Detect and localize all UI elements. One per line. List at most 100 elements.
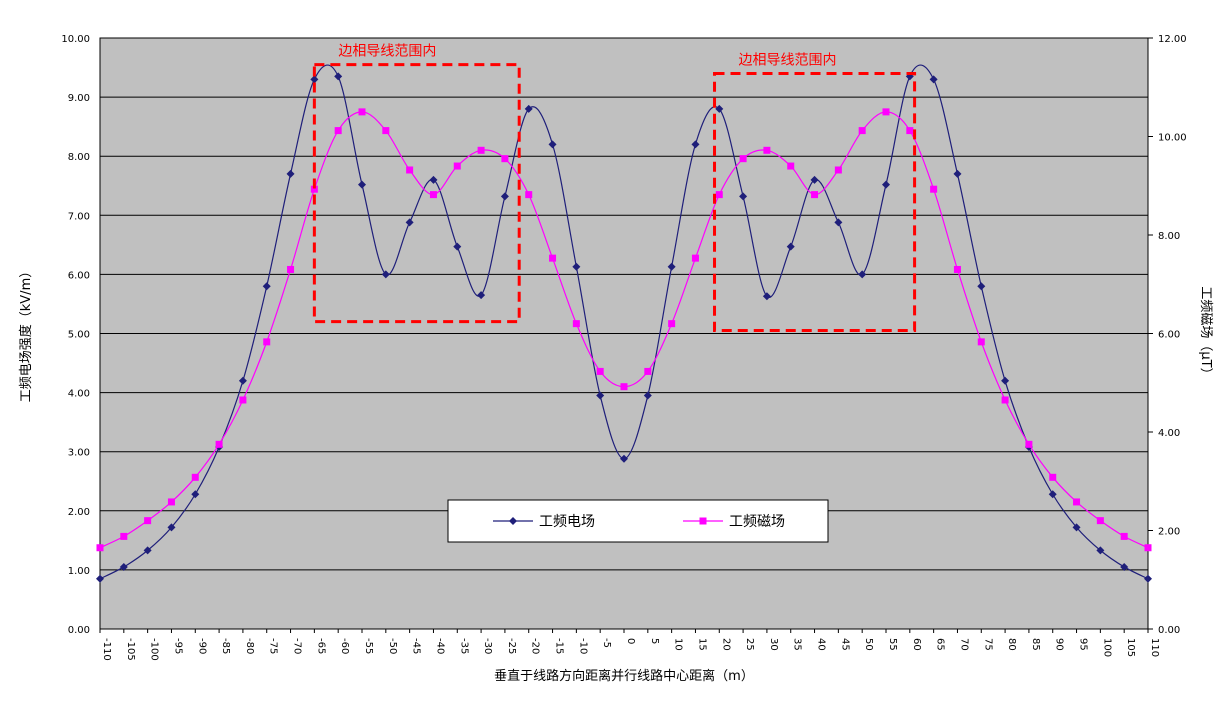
x-tick-label: -75 [268, 638, 279, 654]
y-right-tick-label: 4.00 [1158, 428, 1180, 439]
magnetic-field-point [1049, 474, 1056, 481]
magnetic-field-point [883, 108, 890, 115]
x-tick-label: 80 [1006, 638, 1017, 651]
magnetic-field-point [501, 155, 508, 162]
magnetic-field-point [906, 127, 913, 134]
x-tick-label: -50 [387, 638, 398, 654]
x-tick-label: 25 [744, 638, 755, 651]
y-left-tick-label: 7.00 [68, 211, 90, 222]
y-axis-left-title: 工频电场强度（kV/m） [18, 265, 34, 402]
x-tick-label: 0 [625, 638, 636, 644]
x-axis-title: 垂直于线路方向距离并行线路中心距离（m） [494, 668, 754, 684]
magnetic-field-point [144, 517, 151, 524]
magnetic-field-point [644, 368, 651, 375]
x-tick-label: 30 [768, 638, 779, 651]
magnetic-field-point [168, 498, 175, 505]
x-tick-label: 35 [792, 638, 803, 651]
magnetic-field-point [216, 441, 223, 448]
y-left-tick-label: 1.00 [68, 566, 90, 577]
magnetic-field-point [763, 147, 770, 154]
x-tick-label: 40 [816, 638, 827, 651]
x-tick-label: -65 [315, 638, 326, 654]
x-tick-label: 60 [911, 638, 922, 651]
magnetic-field-point [359, 108, 366, 115]
y-axis-right-title: 工频磁场（μT） [1198, 286, 1213, 380]
magnetic-field-point [954, 266, 961, 273]
magnetic-field-point [1121, 533, 1128, 540]
x-tick-label: -95 [172, 638, 183, 654]
magnetic-field-point [978, 338, 985, 345]
magnetic-field-point [621, 383, 628, 390]
x-tick-label: 90 [1054, 638, 1065, 651]
magnetic-field-point [525, 191, 532, 198]
y-left-tick-label: 2.00 [68, 507, 90, 518]
x-tick-label: -60 [339, 638, 350, 654]
magnetic-field-point [740, 155, 747, 162]
x-tick-label: 70 [958, 638, 969, 651]
magnetic-field-point [382, 127, 389, 134]
y-left-tick-label: 0.00 [68, 625, 90, 636]
magnetic-field-point [239, 396, 246, 403]
y-left-tick-label: 4.00 [68, 389, 90, 400]
magnetic-field-point [1145, 544, 1152, 551]
x-tick-label: 95 [1078, 638, 1089, 651]
x-tick-label: -110 [101, 638, 112, 661]
magnetic-field-point [97, 544, 104, 551]
y-right-tick-label: 12.00 [1158, 34, 1187, 45]
x-tick-label: -90 [196, 638, 207, 654]
magnetic-field-point [811, 191, 818, 198]
magnetic-field-point [1002, 396, 1009, 403]
x-tick-label: -30 [482, 638, 493, 654]
magnetic-field-point [930, 186, 937, 193]
legend-marker [700, 518, 707, 525]
y-right-tick-label: 6.00 [1158, 330, 1180, 341]
legend-label: 工频磁场 [729, 514, 785, 530]
annotation-label: 边相导线范围内 [739, 51, 837, 68]
y-left-tick-label: 8.00 [68, 152, 90, 163]
y-right-tick-label: 8.00 [1158, 231, 1180, 242]
x-tick-label: 10 [673, 638, 684, 651]
magnetic-field-point [597, 368, 604, 375]
y-right-tick-label: 10.00 [1158, 133, 1187, 144]
magnetic-field-point [668, 320, 675, 327]
x-tick-label: 75 [982, 638, 993, 651]
x-tick-label: -70 [292, 638, 303, 654]
x-tick-label: 85 [1030, 638, 1041, 651]
x-tick-label: 20 [720, 638, 731, 651]
y-left-tick-label: 6.00 [68, 270, 90, 281]
magnetic-field-point [1025, 441, 1032, 448]
x-tick-label: -80 [244, 638, 255, 654]
magnetic-field-point [573, 320, 580, 327]
magnetic-field-point [1097, 517, 1104, 524]
magnetic-field-point [430, 191, 437, 198]
magnetic-field-point [692, 255, 699, 262]
x-tick-label: 55 [887, 638, 898, 651]
x-tick-label: -25 [506, 638, 517, 654]
y-left-tick-label: 3.00 [68, 448, 90, 459]
magnetic-field-point [787, 163, 794, 170]
magnetic-field-point [120, 533, 127, 540]
magnetic-field-point [859, 127, 866, 134]
x-tick-label: -15 [554, 638, 565, 654]
magnetic-field-point [287, 266, 294, 273]
x-tick-label: -40 [434, 638, 445, 654]
x-tick-label: -20 [530, 638, 541, 654]
magnetic-field-point [454, 163, 461, 170]
legend-label: 工频电场 [539, 514, 595, 530]
magnetic-field-point [1073, 498, 1080, 505]
x-tick-label: -100 [149, 638, 160, 661]
magnetic-field-point [335, 127, 342, 134]
x-tick-label: 65 [935, 638, 946, 651]
x-tick-label: 50 [863, 638, 874, 651]
magnetic-field-point [406, 166, 413, 173]
x-tick-label: 105 [1125, 638, 1136, 657]
magnetic-field-point [478, 147, 485, 154]
magnetic-field-point [263, 338, 270, 345]
x-tick-label: -10 [577, 638, 588, 654]
y-right-tick-label: 0.00 [1158, 625, 1180, 636]
x-tick-label: 15 [696, 638, 707, 651]
x-tick-label: 45 [839, 638, 850, 651]
x-tick-label: -55 [363, 638, 374, 654]
